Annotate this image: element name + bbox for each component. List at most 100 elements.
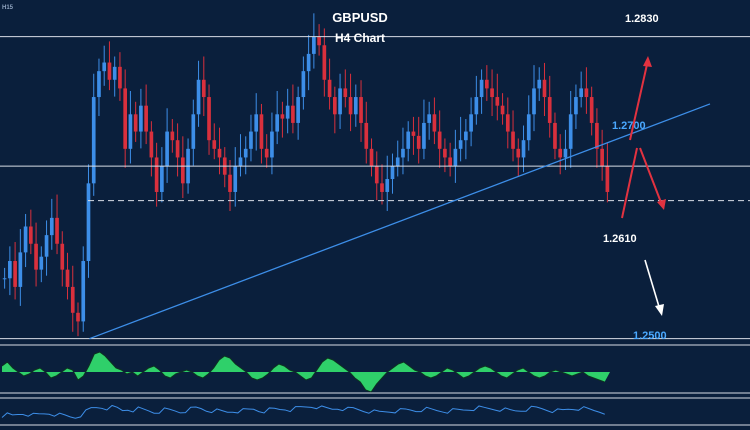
candle-body xyxy=(589,97,594,123)
candle-body xyxy=(553,122,557,149)
candle-body xyxy=(395,157,400,167)
candle-body xyxy=(280,114,285,119)
candle-body xyxy=(81,261,86,322)
candle-body xyxy=(401,148,405,158)
candle-body xyxy=(34,243,38,270)
candle-body xyxy=(537,79,542,89)
candle-body xyxy=(406,131,411,149)
candle-body xyxy=(338,88,342,115)
candle-body xyxy=(228,174,232,192)
candle-body xyxy=(306,53,311,72)
candle-body xyxy=(2,278,7,280)
arrows-layer xyxy=(621,56,666,316)
candle-body xyxy=(312,36,316,54)
candle-body xyxy=(484,79,489,89)
candle-body xyxy=(112,66,117,80)
annotation-1-2700: 1.2700 xyxy=(612,120,646,132)
candle-body xyxy=(443,148,447,158)
candle-body xyxy=(18,252,23,287)
candle-body xyxy=(568,114,573,149)
red-arrow-rebound xyxy=(621,147,638,219)
candle-body xyxy=(70,286,75,313)
candle-body xyxy=(390,166,395,180)
candle-body xyxy=(285,105,290,119)
candle-body xyxy=(464,131,468,141)
candle-body xyxy=(532,88,536,115)
candle-body xyxy=(595,122,599,149)
candle-body xyxy=(91,97,96,184)
candle-body xyxy=(600,148,604,167)
candle-body xyxy=(102,62,107,72)
candle-body xyxy=(238,157,243,167)
candle-body xyxy=(327,79,332,98)
rsi-line xyxy=(1,404,605,419)
candle-body xyxy=(207,97,211,141)
candle-body xyxy=(411,131,416,136)
candle-body xyxy=(180,157,185,184)
candle-body xyxy=(217,148,222,158)
candle-body xyxy=(374,166,379,184)
candle-body xyxy=(44,235,49,257)
candle-body xyxy=(275,114,280,132)
candle-body xyxy=(254,114,259,132)
candle-body xyxy=(542,79,547,98)
candle-body xyxy=(149,131,154,158)
candle-body xyxy=(495,97,500,106)
candle-body xyxy=(490,88,494,98)
candle-body xyxy=(469,114,473,132)
candle-body xyxy=(249,131,253,149)
candle-body xyxy=(584,88,589,98)
candle-body xyxy=(49,217,54,236)
candle-body xyxy=(296,97,300,123)
candle-body xyxy=(154,157,159,192)
candle-body xyxy=(432,114,437,132)
chart-subtitle: H4 Chart xyxy=(335,31,385,45)
candle-body xyxy=(118,66,122,89)
corner-label: H15 xyxy=(2,5,14,11)
candle-body xyxy=(144,105,148,132)
candle-body xyxy=(39,256,44,270)
candle-body xyxy=(212,140,217,149)
candle-body xyxy=(332,97,337,115)
candle-body xyxy=(511,131,515,149)
candle-body xyxy=(123,88,128,149)
candle-body xyxy=(385,179,390,192)
candle-body xyxy=(474,97,479,115)
candle-body xyxy=(526,114,531,141)
candle-body xyxy=(170,131,175,141)
candle-body xyxy=(65,269,70,287)
candle-body xyxy=(317,36,321,46)
candle-body xyxy=(128,114,133,149)
candle-body xyxy=(521,140,526,158)
candle-body xyxy=(243,148,248,158)
oscillator-line xyxy=(1,351,605,393)
level-label-top: 1.2830 xyxy=(625,13,659,25)
candle-body xyxy=(97,71,101,98)
candle-body xyxy=(23,226,28,253)
white-arrow-down xyxy=(644,259,664,316)
candle-body xyxy=(196,79,201,115)
red-arrow-down-right xyxy=(639,147,666,210)
candle-body xyxy=(191,114,196,149)
candle-body xyxy=(380,183,384,192)
candle-body xyxy=(165,131,169,167)
candle-body xyxy=(479,79,484,98)
candle-body xyxy=(175,140,180,158)
candle-body xyxy=(558,148,563,158)
candle-body xyxy=(201,79,206,98)
candle-body xyxy=(107,62,112,80)
oscillator-layer xyxy=(1,351,610,393)
candle-body xyxy=(458,140,463,149)
candle-body xyxy=(348,97,353,115)
candle-body xyxy=(448,157,452,167)
trendline xyxy=(89,103,711,340)
candle-body xyxy=(364,122,369,149)
candle-body xyxy=(422,122,426,149)
candle-body xyxy=(13,261,17,287)
oscillator-fill xyxy=(2,352,610,392)
candle-body xyxy=(427,114,432,123)
candle-body xyxy=(86,183,91,262)
candle-body xyxy=(322,45,327,80)
